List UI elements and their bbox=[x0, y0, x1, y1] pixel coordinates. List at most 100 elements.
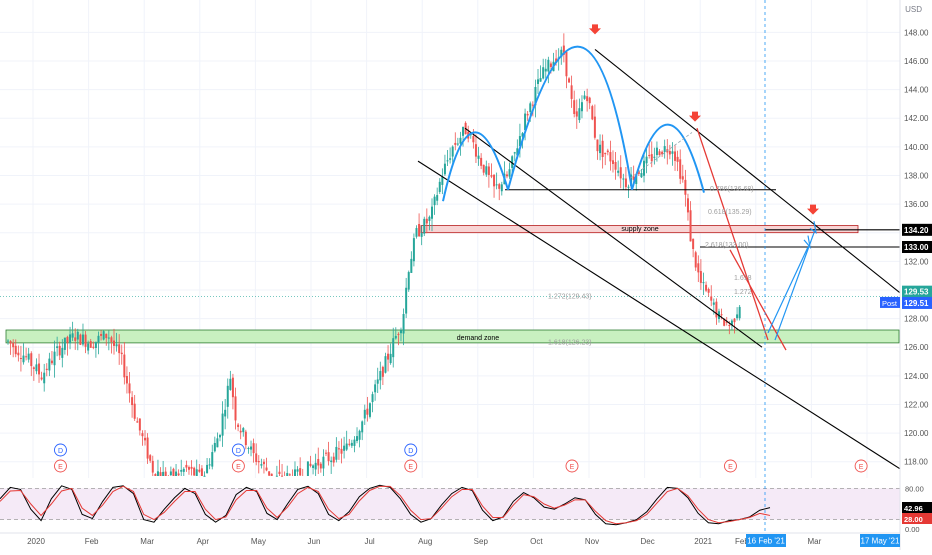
candle-body bbox=[392, 338, 395, 358]
arrow-head bbox=[809, 221, 817, 235]
candle-body bbox=[368, 403, 371, 417]
fib-label: 1.272(129.43) bbox=[548, 294, 592, 301]
candle-body bbox=[120, 352, 123, 355]
event-marker-circle bbox=[54, 459, 67, 473]
y-tick-label: 146.00 bbox=[904, 57, 929, 66]
price-label-text: 129.51 bbox=[904, 299, 929, 308]
y-tick-label: 138.00 bbox=[904, 171, 929, 180]
candle-body bbox=[658, 151, 661, 156]
red-down-arrow bbox=[589, 24, 601, 35]
candle-body bbox=[500, 184, 503, 192]
candle-body bbox=[43, 372, 46, 384]
candle-body bbox=[477, 155, 480, 159]
candle-body bbox=[663, 146, 666, 152]
candle-body bbox=[97, 335, 100, 343]
candle-body bbox=[379, 371, 382, 381]
candle-body bbox=[252, 443, 255, 454]
candle-body bbox=[175, 471, 178, 476]
candle-body bbox=[330, 460, 333, 463]
red-down-arrow bbox=[807, 204, 819, 215]
candle-body bbox=[668, 151, 671, 155]
y-tick-label: 126.00 bbox=[904, 343, 929, 352]
candle-body bbox=[350, 442, 353, 446]
candle-body bbox=[723, 318, 726, 326]
candle-body bbox=[58, 345, 61, 356]
candle-body bbox=[490, 175, 493, 177]
candle-body bbox=[505, 174, 508, 177]
x-tick-label: Jul bbox=[364, 537, 374, 546]
candle-body bbox=[219, 435, 222, 438]
candle-body bbox=[358, 430, 361, 440]
candle-body bbox=[353, 439, 356, 446]
candle-body bbox=[648, 154, 651, 156]
candle-body bbox=[405, 287, 408, 314]
candle-body bbox=[239, 430, 242, 433]
candle-body bbox=[25, 356, 28, 358]
candle-body bbox=[534, 86, 537, 106]
candle-body bbox=[407, 272, 410, 290]
event-marker-letter: E bbox=[236, 464, 241, 471]
candle-body bbox=[206, 464, 209, 474]
end-date-box bbox=[860, 534, 900, 547]
candle-body bbox=[526, 113, 529, 116]
candle-body bbox=[187, 467, 190, 470]
candle-body bbox=[154, 474, 157, 476]
candle-body bbox=[319, 463, 322, 469]
candle-body bbox=[720, 314, 723, 316]
candle-body bbox=[40, 377, 43, 380]
candle-body bbox=[736, 314, 739, 319]
candle-body bbox=[423, 218, 426, 234]
candle-body bbox=[19, 358, 22, 360]
x-tick-label: Feb bbox=[735, 537, 749, 546]
candle-body bbox=[524, 113, 527, 131]
event-marker-circle bbox=[404, 459, 418, 473]
candle-body bbox=[474, 144, 477, 157]
candle-body bbox=[381, 366, 384, 377]
candle-body bbox=[570, 85, 573, 99]
candle-body bbox=[53, 351, 56, 366]
candle-body bbox=[599, 144, 602, 154]
candle-body bbox=[94, 341, 97, 349]
price-label-box bbox=[902, 285, 932, 298]
event-marker-letter: D bbox=[408, 448, 413, 455]
cursor-date-box bbox=[746, 534, 786, 547]
candle-body bbox=[159, 472, 162, 476]
candle-body bbox=[185, 464, 188, 468]
event-marker-letter: D bbox=[58, 448, 63, 455]
candle-body bbox=[593, 116, 596, 138]
candle-body bbox=[7, 340, 9, 342]
candle-body bbox=[79, 334, 82, 345]
y-tick-label: 142.00 bbox=[904, 114, 929, 123]
candle-body bbox=[568, 78, 571, 83]
candle-body bbox=[48, 358, 51, 371]
candle-body bbox=[125, 376, 128, 384]
candle-body bbox=[521, 133, 524, 137]
candle-body bbox=[203, 475, 206, 477]
candle-body bbox=[650, 154, 653, 162]
candle-body bbox=[221, 413, 224, 436]
candle-body bbox=[17, 352, 20, 356]
candle-body bbox=[92, 346, 95, 348]
wedge-line-upper bbox=[696, 127, 769, 341]
x-tick-label: 2020 bbox=[27, 537, 45, 546]
candle-body bbox=[684, 179, 687, 195]
labels-layer: 0.786(136.68) 0.618(135.29) 2.618(133.00) 1… bbox=[54, 186, 868, 473]
candle-body bbox=[293, 469, 296, 476]
y-tick-label: 122.00 bbox=[904, 400, 929, 409]
fib-label: 1.272 bbox=[734, 289, 752, 296]
candle-body bbox=[299, 468, 302, 476]
supply-zone-box bbox=[420, 225, 859, 234]
candle-body bbox=[622, 178, 625, 180]
candle-body bbox=[655, 147, 658, 156]
fib-label: 0.786(136.68) bbox=[710, 186, 754, 193]
candle-body bbox=[169, 471, 172, 476]
candle-body bbox=[38, 363, 41, 375]
candle-body bbox=[508, 169, 511, 177]
candle-body bbox=[624, 178, 627, 188]
candle-body bbox=[234, 396, 237, 421]
candle-body bbox=[637, 171, 640, 174]
candle-body bbox=[387, 353, 390, 360]
candle-body bbox=[337, 448, 340, 450]
